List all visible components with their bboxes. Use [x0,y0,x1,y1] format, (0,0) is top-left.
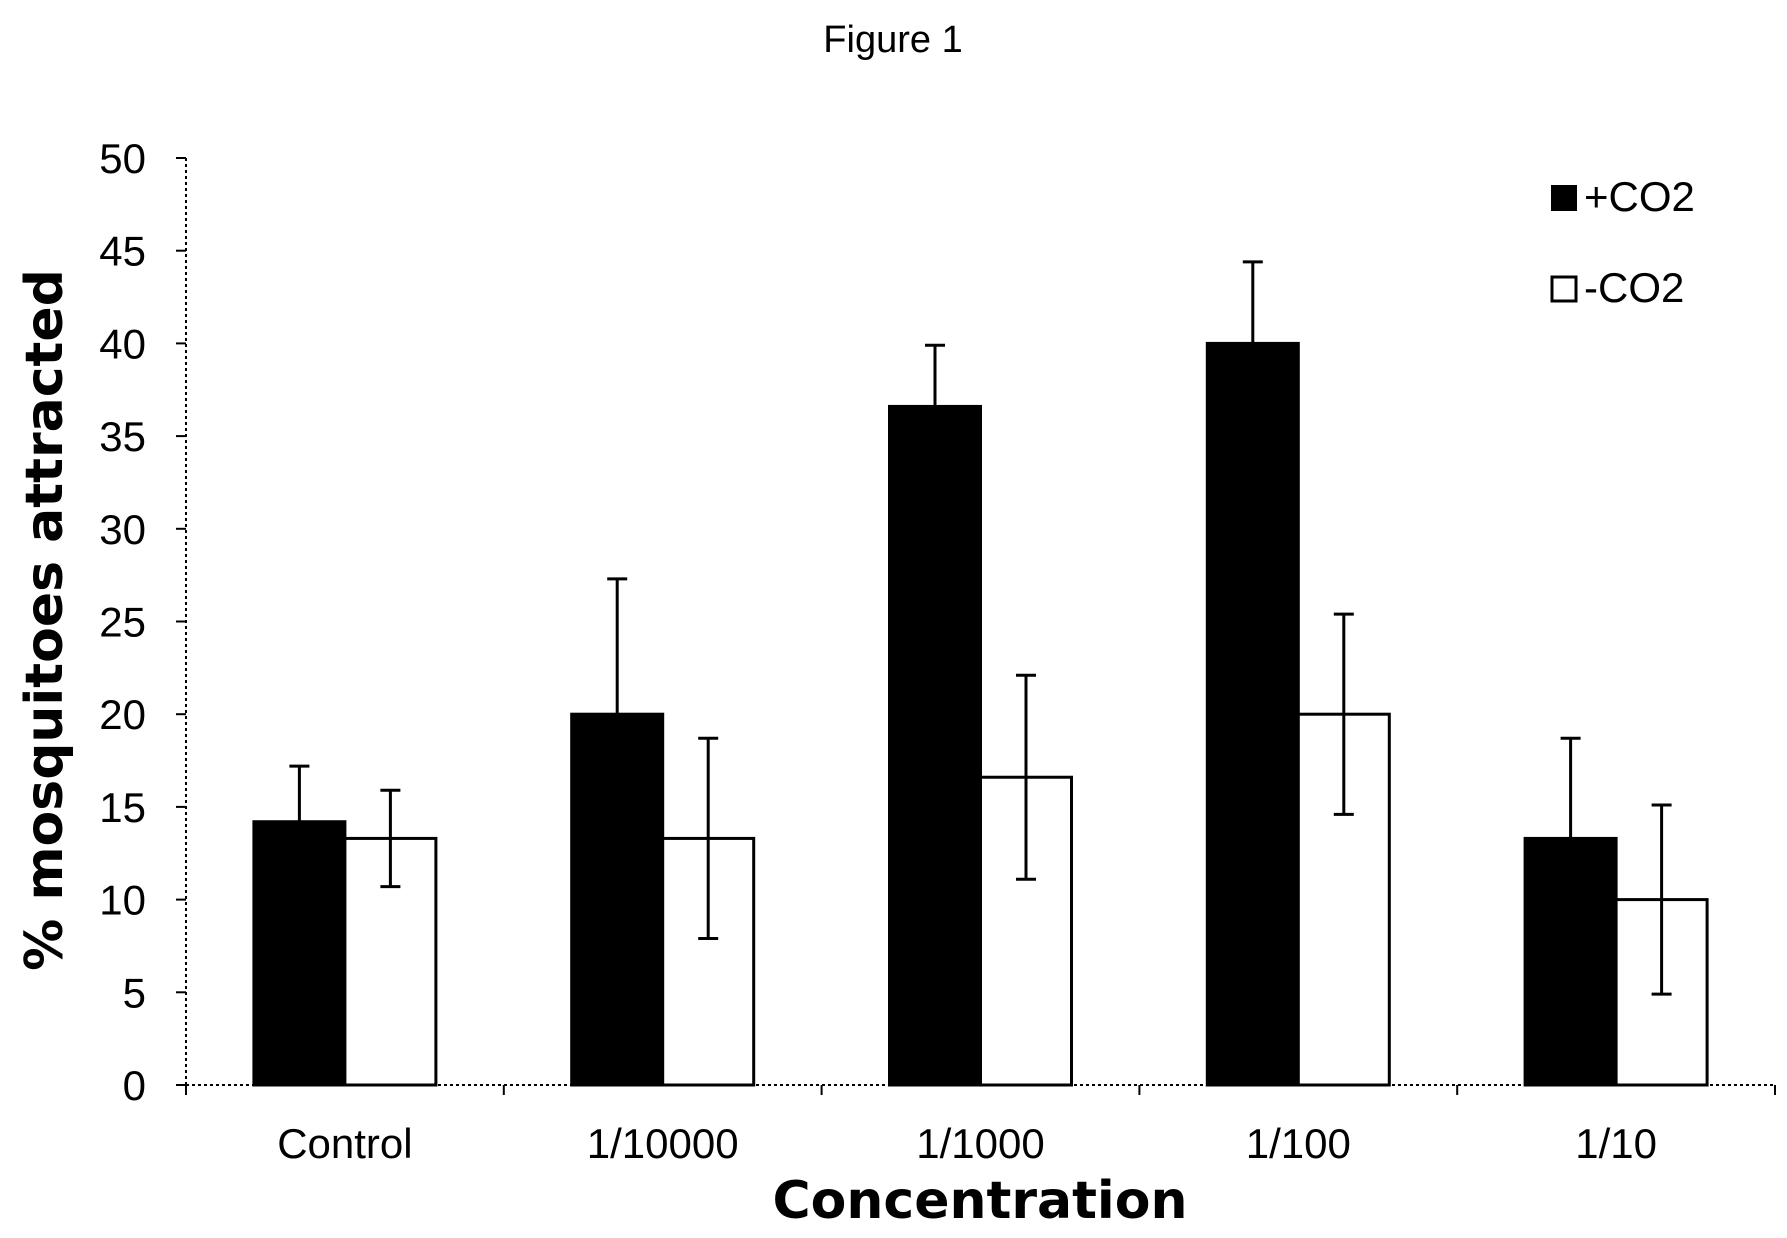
y-tick-label: 0 [123,1062,146,1109]
y-axis-title: % mosquitoes attracted [15,269,75,971]
y-tick-label: 40 [99,320,146,367]
bar-plus-co2 [1205,341,1300,1087]
y-tick-label: 30 [99,506,146,553]
legend-swatch-plus-co2 [1551,185,1577,211]
y-ticks: 0 5 10 15 20 25 30 35 40 45 50 [99,135,186,1109]
x-tick-label: 1/100 [1246,1120,1351,1167]
y-tick-label: 25 [99,599,146,646]
bars [252,341,1709,1087]
x-tick-label: Control [277,1120,412,1167]
legend-swatch-minus-co2 [1550,275,1578,303]
x-tick-label: 1/1000 [916,1120,1044,1167]
y-tick-label: 5 [123,969,146,1016]
x-ticks: Control 1/10000 1/1000 1/100 1/10 [185,1085,1776,1167]
error-bars [289,260,1672,996]
y-tick-label: 35 [99,413,146,460]
bar-plus-co2 [888,404,982,1087]
x-tick-label: 1/10000 [587,1120,739,1167]
x-axis-title: Concentration [772,1171,1187,1231]
legend-label-minus-co2: -CO2 [1584,264,1684,311]
y-tick-label: 45 [99,228,146,275]
y-tick-label: 10 [99,877,146,924]
y-tick-label: 20 [99,691,146,738]
y-tick-label: 15 [99,784,146,831]
figure-title: Figure 1 [823,19,962,61]
legend-label-plus-co2: +CO2 [1584,173,1695,220]
legend: +CO2 -CO2 [1550,173,1695,311]
x-tick-label: 1/10 [1575,1120,1657,1167]
y-tick-label: 50 [99,135,146,182]
